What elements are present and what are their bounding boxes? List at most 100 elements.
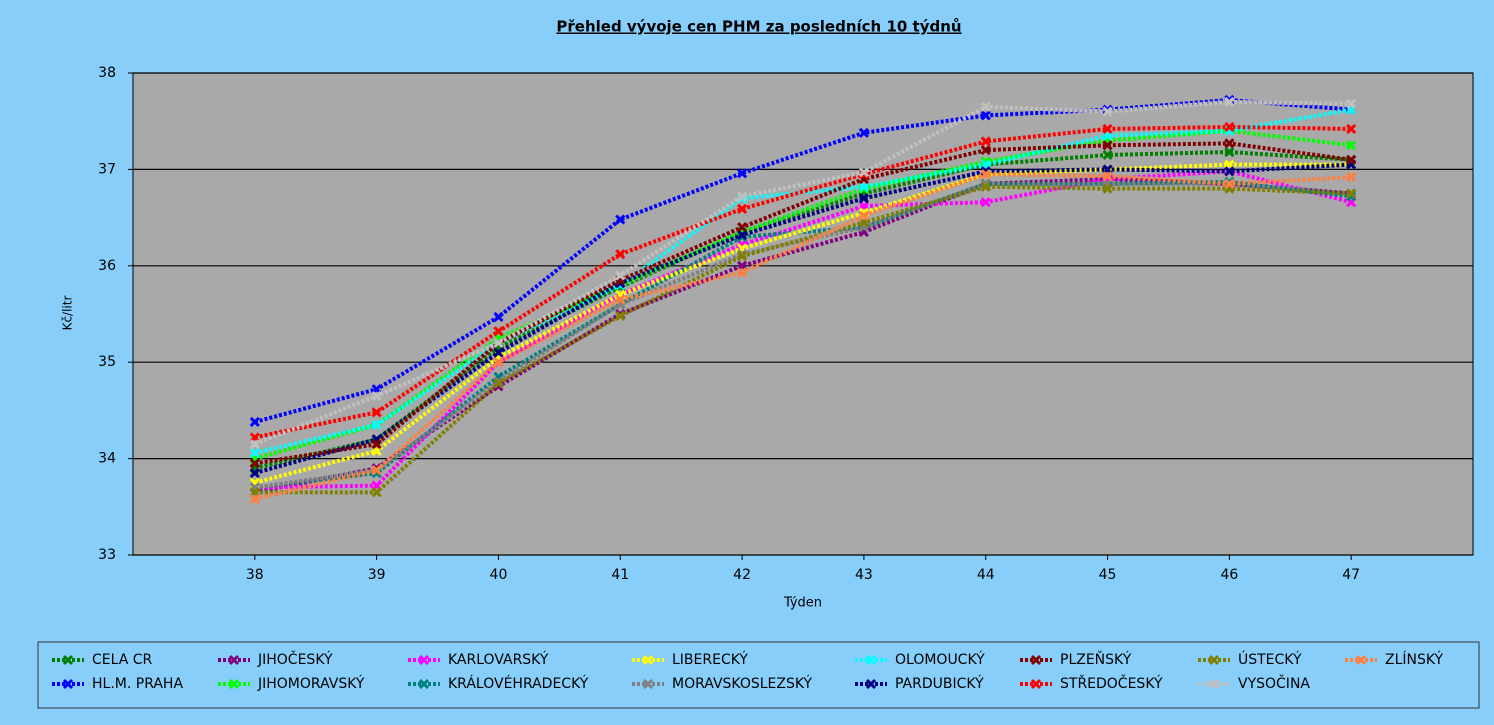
legend-label: ZLÍNSKÝ (1385, 651, 1444, 668)
data-point (493, 326, 504, 337)
data-point (615, 214, 626, 225)
x-tick-label: 43 (855, 567, 873, 583)
data-point (493, 357, 504, 368)
data-point (493, 337, 504, 348)
series-line (254, 179, 1352, 490)
data-point (737, 251, 748, 262)
data-point (371, 390, 382, 402)
data-point (737, 168, 748, 179)
x-tick-label: 38 (246, 567, 264, 583)
legend-marker (642, 678, 654, 690)
legend-marker (418, 654, 430, 666)
legend-label: KRÁLOVÉHRADECKÝ (448, 675, 589, 692)
legend-label: PLZEŇSKÝ (1060, 651, 1132, 668)
data-point (1346, 140, 1357, 151)
series-line (254, 181, 1352, 490)
data-point (1102, 183, 1113, 194)
y-tick-label: 35 (98, 354, 116, 370)
data-point (858, 210, 869, 221)
data-point (371, 465, 382, 476)
data-point (980, 145, 991, 156)
data-point (1102, 149, 1113, 161)
data-point (737, 229, 748, 241)
x-tick-label: 44 (977, 567, 995, 583)
data-point (371, 439, 382, 450)
series-line (254, 172, 1352, 502)
y-tick-label: 38 (98, 65, 116, 81)
data-point (1224, 146, 1235, 158)
data-point (493, 378, 504, 389)
data-point (980, 136, 991, 147)
legend-marker (418, 678, 430, 690)
x-tick-label: 45 (1099, 567, 1117, 583)
legend-marker (1030, 654, 1042, 666)
data-point (1224, 166, 1235, 177)
legend-marker (1208, 678, 1220, 690)
plot-area (132, 72, 1474, 556)
legend-marker (62, 654, 74, 666)
data-point (249, 458, 260, 469)
data-point (980, 197, 991, 208)
legend-marker (62, 678, 74, 690)
legend-marker (228, 678, 240, 690)
data-point (1224, 121, 1235, 133)
x-tick-label: 39 (368, 567, 386, 583)
data-point (737, 222, 748, 233)
x-tick-label: 46 (1220, 567, 1238, 583)
data-point (1102, 123, 1113, 134)
series-line (254, 184, 1352, 495)
y-tick-label: 37 (98, 161, 116, 177)
data-point (615, 310, 626, 321)
legend-marker (228, 654, 240, 666)
data-point (493, 311, 504, 322)
legend-label: JIHOMORAVSKÝ (257, 675, 365, 692)
series-line (254, 169, 1352, 490)
data-point (858, 167, 869, 178)
legend-box (37, 641, 1480, 709)
x-tick-label: 47 (1342, 567, 1360, 583)
data-point (980, 110, 991, 121)
legend-label: HL.M. PRAHA (92, 676, 183, 692)
data-point (1346, 98, 1357, 109)
data-point (371, 419, 382, 430)
series-line (254, 128, 1352, 461)
legend-label: STŘEDOČESKÝ (1060, 674, 1163, 692)
data-point (1102, 106, 1113, 117)
data-point (980, 181, 991, 192)
data-point (1224, 138, 1235, 149)
legend-marker (1030, 678, 1042, 690)
data-point (249, 416, 260, 428)
data-point (1102, 140, 1113, 151)
data-point (615, 249, 626, 260)
data-point (1102, 171, 1113, 182)
data-point (1224, 178, 1235, 189)
data-point (249, 467, 260, 479)
x-tick-label: 41 (611, 567, 629, 583)
legend-label: ÚSTECKÝ (1238, 650, 1302, 668)
series-line (254, 162, 1352, 485)
y-tick-label: 36 (98, 258, 116, 274)
x-tick-label: 40 (490, 567, 508, 583)
legend-label: OLOMOUCKÝ (895, 651, 985, 668)
legend-marker (642, 654, 654, 666)
data-point (737, 191, 748, 202)
data-point (249, 494, 260, 505)
series-line (254, 141, 1352, 466)
legend-label: PARDUBICKÝ (895, 675, 984, 692)
data-point (371, 407, 382, 418)
data-point (615, 270, 626, 281)
data-point (249, 439, 260, 450)
legend-marker (865, 654, 877, 666)
series-line (254, 99, 1352, 446)
data-point (615, 294, 626, 305)
legend-label: KARLOVARSKÝ (448, 651, 549, 668)
legend-label: VYSOČINA (1238, 674, 1310, 692)
data-point (858, 193, 869, 204)
data-point (1346, 154, 1357, 165)
legend-label: CELA CR (92, 652, 153, 668)
data-point (858, 181, 869, 192)
data-point (1346, 172, 1357, 183)
legend-marker (865, 678, 877, 690)
series-line (254, 97, 1352, 424)
